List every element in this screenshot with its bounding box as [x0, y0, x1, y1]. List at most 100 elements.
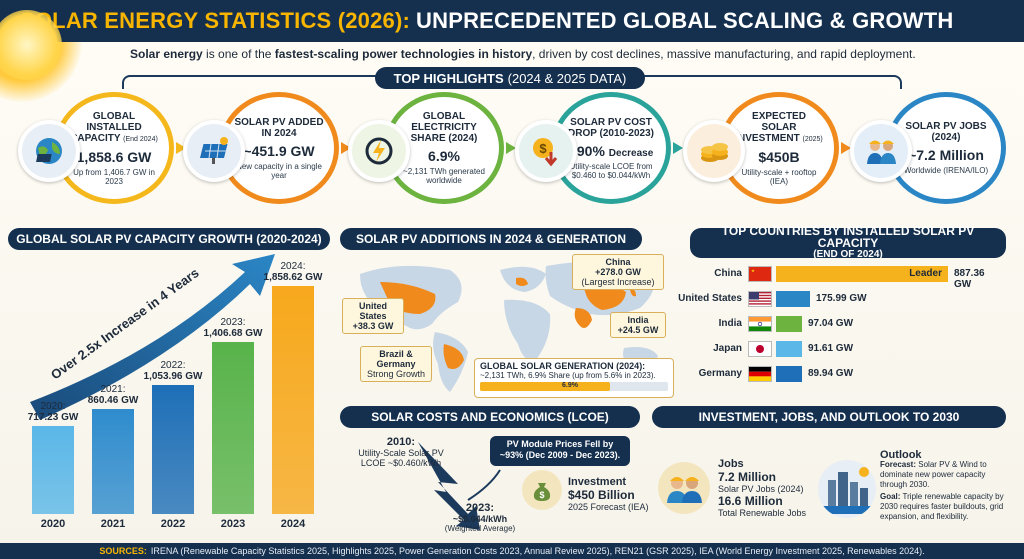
highlight-note: New capacity in a single year — [236, 161, 322, 180]
highlight-title: GLOBAL ELECTRICITY SHARE (2024) — [410, 111, 478, 144]
outlook-header: INVESTMENT, JOBS, AND OUTLOOK TO 2030 — [652, 406, 1006, 428]
city-solar-icon — [818, 460, 876, 518]
capacity-value-label: 2024: 1,858.62 GW — [263, 261, 323, 283]
germany-shape — [516, 277, 528, 286]
highlight-note: ~2,131 TWh generated worldwide — [403, 167, 485, 185]
highlight-value: ~451.9 GW — [243, 142, 315, 159]
workers-icon — [658, 462, 710, 514]
highlight-card: GLOBAL INSTALLED CAPACITY (End 2024) 1,85… — [18, 92, 204, 204]
page-title-part1: SOLAR ENERGY STATISTICS (2026): — [20, 8, 411, 33]
country-capacity-bar — [776, 316, 802, 332]
year-tick-label: 2023 — [220, 518, 246, 530]
highlight-value: $450B — [758, 148, 800, 165]
country-name: Germany — [698, 368, 742, 379]
svg-text:$: $ — [539, 490, 544, 500]
country-value-label: 91.61 GW — [808, 343, 854, 354]
highlight-card: SOLAR PV COST DROP (2010-2023) ~90% Decr… — [515, 92, 701, 204]
us-flag-icon — [748, 291, 772, 307]
india-shape — [574, 308, 592, 328]
highlight-value: 1,858.6 GW — [76, 148, 152, 165]
module-pointer — [467, 469, 501, 501]
highlights-label: TOP HIGHLIGHTS (2024 & 2025 DATA) — [375, 67, 645, 89]
highlight-note: Worldwide (IRENA/ILO) — [903, 166, 989, 175]
country-capacity-bar — [776, 341, 802, 357]
dollar-down-icon: $ — [515, 120, 577, 182]
capacity-bar — [92, 409, 134, 514]
highlight-note: Up from 1,406.7 GW in 2023 — [73, 167, 155, 186]
world-map-svg — [360, 261, 658, 392]
generation-share-fill — [480, 382, 610, 391]
capacity-bar — [272, 286, 314, 514]
china-callout: China +278.0 GW (Largest Increase) — [572, 254, 664, 290]
us-callout: United States +38.3 GW — [342, 298, 404, 334]
highlight-connector-arrow — [341, 142, 351, 154]
sources-footer: SOURCES: IRENA (Renewable Capacity Statis… — [0, 543, 1024, 559]
country-value-label: 97.04 GW — [808, 318, 854, 329]
china-flag-icon — [748, 266, 772, 282]
outlook-block: Outlook Forecast: Solar PV & Wind to dom… — [880, 449, 1004, 522]
country-name: Japan — [713, 343, 742, 354]
capacity-value-label: 2020: 717.23 GW — [27, 401, 79, 423]
year-tick-label: 2022 — [160, 518, 186, 530]
country-capacity-bar — [776, 291, 810, 307]
costs-header: SOLAR COSTS AND ECONOMICS (LCOE) — [340, 406, 640, 428]
highlight-card: SOLAR PV JOBS (2024) ~7.2 Million Worldw… — [850, 92, 1024, 204]
country-row: Germany 89.94 GW — [656, 364, 986, 384]
investment-block: Investment $450 Billion 2025 Forecast (I… — [568, 476, 649, 512]
year-tick-label: 2021 — [100, 518, 126, 530]
highlight-title: SOLAR PV ADDED IN 2024 — [234, 116, 324, 139]
africa-shape — [504, 299, 551, 361]
growth-chart: Over 2.5x Increase in 4 Years 2020: 717.2… — [10, 252, 330, 542]
growth-arrow-svg: Over 2.5x Increase in 4 Years — [30, 254, 275, 420]
solar-globe-icon — [18, 120, 80, 182]
country-row: China Leader 887.36 GW — [656, 264, 986, 290]
module-price-callout: PV Module Prices Fell by ~93% (Dec 2009 … — [490, 436, 630, 466]
highlight-value: ~90% Decrease — [568, 142, 654, 159]
cost-2010: 2010: Utility-Scale Solar PV LCOE ~$0.46… — [358, 436, 444, 468]
subtitle: Solar energy is one of the fastest-scali… — [130, 47, 916, 61]
highlight-connector-arrow — [176, 142, 186, 154]
countries-header: TOP COUNTRIES BY INSTALLED SOLAR PV CAPA… — [690, 225, 1006, 260]
generation-box: GLOBAL SOLAR GENERATION (2024): ~2,131 T… — [474, 358, 674, 398]
coins-icon — [683, 120, 745, 182]
capacity-value-label: 2023: 1,406.68 GW — [203, 317, 263, 339]
capacity-bar — [152, 385, 194, 514]
lightning-icon — [348, 120, 410, 182]
highlight-note: Utility-scale + rooftop (IEA) — [741, 167, 817, 186]
year-tick-label: 2020 — [40, 518, 66, 530]
country-capacity-bar — [776, 366, 802, 382]
highlight-card: SOLAR PV ADDED IN 2024 ~451.9 GW New cap… — [183, 92, 369, 204]
highlights-row: GLOBAL INSTALLED CAPACITY (End 2024) 1,85… — [18, 92, 1018, 210]
cost-decline-svg — [418, 442, 501, 530]
country-capacity-bar: Leader — [776, 266, 948, 282]
highlight-connector-arrow — [506, 142, 516, 154]
brazil-shape — [443, 344, 464, 369]
costs-panel: 2010: Utility-Scale Solar PV LCOE ~$0.46… — [340, 430, 640, 542]
generation-title: GLOBAL SOLAR GENERATION (2024): — [480, 361, 646, 371]
workers-icon — [850, 120, 912, 182]
highlight-value: ~7.2 Million — [908, 147, 984, 163]
generation-text: ~2,131 TWh, 6.9% Share (up from 5.6% in … — [480, 371, 656, 380]
highlight-connector-arrow — [673, 142, 683, 154]
capacity-value-label: 2022: 1,053.96 GW — [143, 360, 203, 382]
capacity-bar — [32, 426, 74, 514]
highlight-title: SOLAR PV JOBS (2024) — [905, 121, 987, 143]
cost-decline-arrow — [418, 442, 480, 530]
country-name: United States — [678, 293, 742, 304]
country-value-label: 887.36 GW — [954, 268, 985, 290]
highlight-note: Utility-scale LCOE from $0.460 to $0.044… — [569, 161, 653, 180]
growth-header: GLOBAL SOLAR PV CAPACITY GROWTH (2020-20… — [8, 228, 330, 250]
additions-header: SOLAR PV ADDITIONS IN 2024 & GENERATION — [340, 228, 642, 250]
germany-flag-icon — [748, 366, 772, 382]
countries-chart: China Leader 887.36 GW United States 175.99 … — [656, 264, 1016, 394]
money-bag-icon: $ — [522, 470, 562, 510]
japan-shape — [630, 289, 636, 297]
india-callout: India +24.5 GW — [610, 312, 666, 338]
highlight-title: GLOBAL INSTALLED CAPACITY (End 2024) — [70, 110, 158, 144]
generation-share-label: 6.9% — [562, 382, 578, 389]
country-row: India 97.04 GW — [656, 314, 986, 334]
svg-text:$: $ — [539, 141, 547, 156]
country-value-label: 89.94 GW — [808, 368, 854, 379]
growth-plot: 2020: 717.23 GW 2020 2021: 860.46 GW 2021 2022… — [10, 252, 330, 530]
title-bar: SOLAR ENERGY STATISTICS (2026): UNPRECED… — [0, 0, 1024, 42]
